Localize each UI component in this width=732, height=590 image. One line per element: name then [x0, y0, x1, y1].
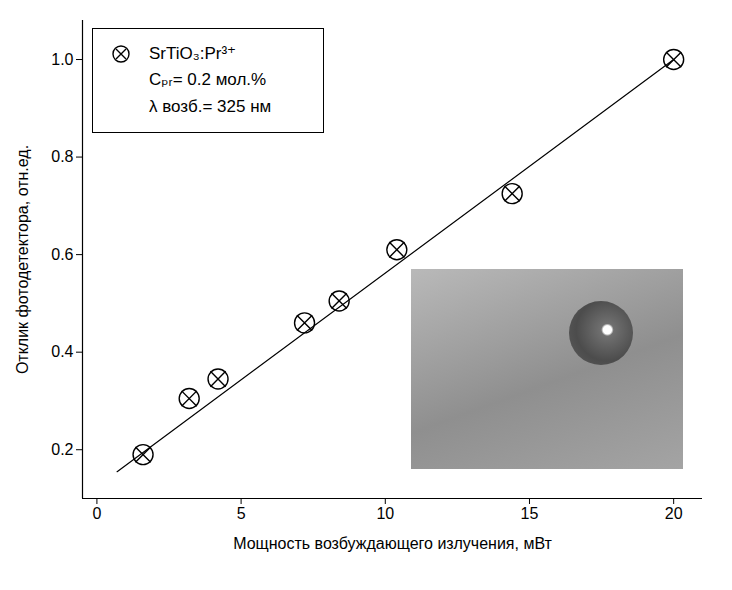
html-text:SrTiO₃:Pr³⁺: SrTiO₃:Pr³⁺ [149, 44, 236, 63]
svg-text:1.0: 1.0 [51, 51, 73, 68]
svg-text:0.8: 0.8 [51, 148, 73, 165]
svg-text:10: 10 [376, 505, 394, 522]
html-text:Cₚᵣ= 0.2 мол.%: Cₚᵣ= 0.2 мол.% [149, 70, 267, 90]
svg-text:0.4: 0.4 [51, 343, 73, 360]
svg-text:0: 0 [92, 505, 101, 522]
svg-text:5: 5 [237, 505, 246, 522]
svg-text:Отклик фотодетектора, отн.ед.: Отклик фотодетектора, отн.ед. [14, 145, 31, 374]
html-text:λ возб.= 325 нм: λ возб.= 325 нм [149, 96, 272, 116]
svg-text:20: 20 [665, 505, 683, 522]
svg-text:15: 15 [521, 505, 539, 522]
svg-text:Мощность возбуждающего излучен: Мощность возбуждающего излучения, мВт [233, 535, 552, 552]
svg-text:0.6: 0.6 [51, 246, 73, 263]
svg-text:0.2: 0.2 [51, 441, 73, 458]
